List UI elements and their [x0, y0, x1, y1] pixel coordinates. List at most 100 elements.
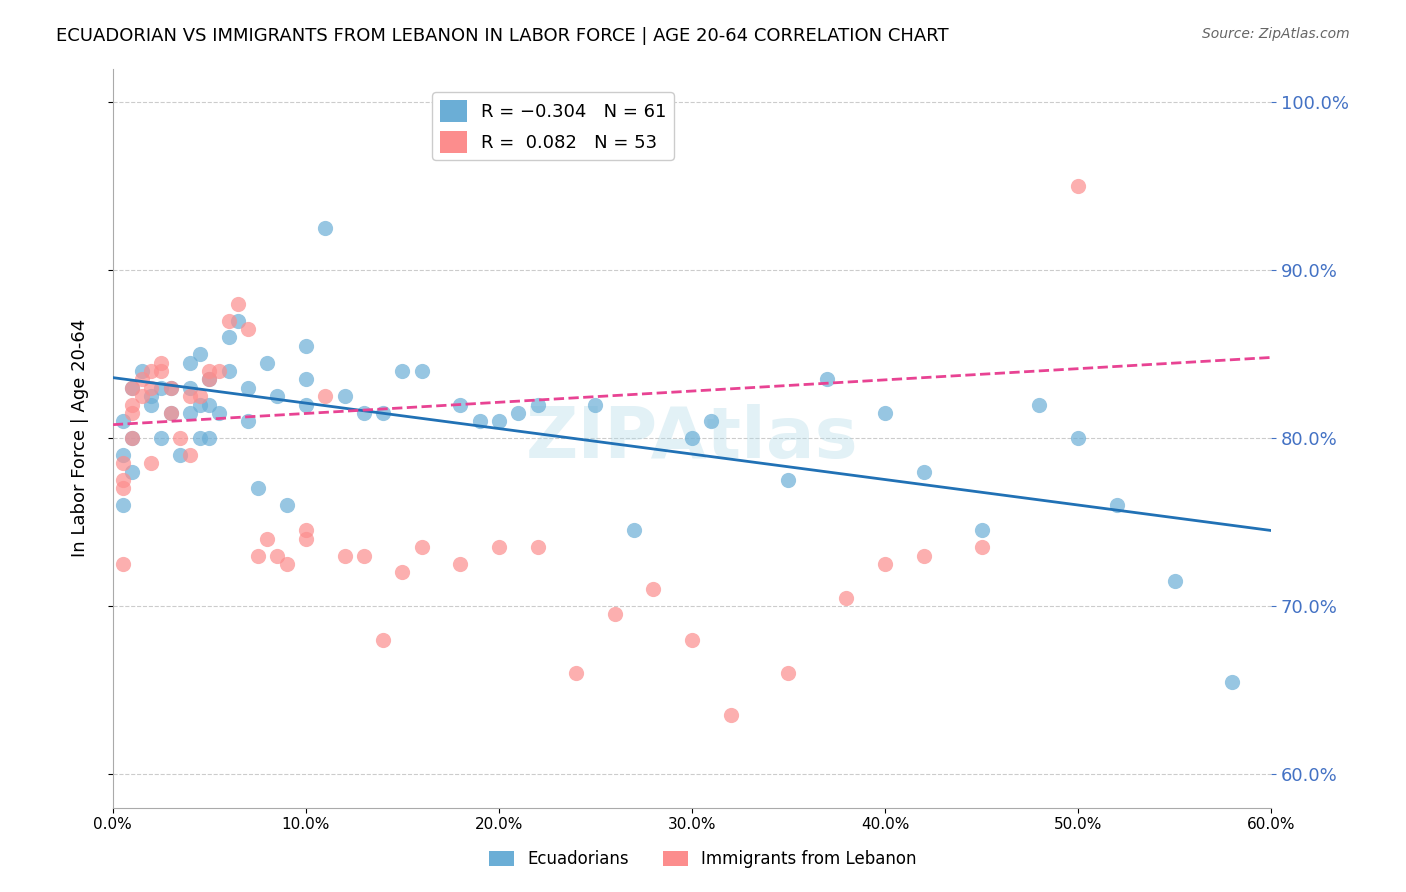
Point: [150, 364, 173, 378]
Point: [121, 406, 143, 420]
Point: [526, 397, 548, 411]
Point: [1028, 397, 1050, 411]
Point: [1067, 179, 1090, 194]
Point: [236, 381, 259, 395]
Point: [266, 389, 288, 403]
Point: [121, 381, 143, 395]
Point: [1067, 431, 1090, 445]
Point: [208, 364, 231, 378]
Point: [1105, 498, 1128, 512]
Point: [111, 448, 134, 462]
Point: [159, 406, 181, 420]
Point: [1163, 574, 1185, 588]
Point: [333, 389, 356, 403]
Point: [468, 414, 491, 428]
Point: [276, 498, 298, 512]
Point: [150, 431, 173, 445]
Point: [111, 414, 134, 428]
Point: [391, 364, 413, 378]
Point: [295, 339, 318, 353]
Point: [970, 524, 993, 538]
Point: [131, 372, 153, 386]
Point: [179, 381, 201, 395]
Point: [276, 557, 298, 571]
Point: [228, 313, 250, 327]
Point: [246, 482, 269, 496]
Point: [198, 372, 221, 386]
Point: [314, 221, 336, 235]
Point: [681, 632, 703, 647]
Point: [169, 448, 191, 462]
Point: [198, 431, 221, 445]
Point: [198, 372, 221, 386]
Point: [121, 431, 143, 445]
Point: [912, 549, 935, 563]
Point: [391, 566, 413, 580]
Point: [141, 364, 163, 378]
Point: [700, 414, 723, 428]
Point: [208, 406, 231, 420]
Point: [449, 557, 471, 571]
Point: [970, 541, 993, 555]
Point: [266, 549, 288, 563]
Point: [411, 364, 433, 378]
Point: [643, 582, 665, 597]
Point: [815, 372, 838, 386]
Point: [198, 364, 221, 378]
Point: [141, 456, 163, 470]
Point: [449, 397, 471, 411]
Point: [295, 397, 318, 411]
Point: [179, 355, 201, 369]
Point: [371, 632, 394, 647]
Point: [169, 431, 191, 445]
Text: ECUADORIAN VS IMMIGRANTS FROM LEBANON IN LABOR FORCE | AGE 20-64 CORRELATION CHA: ECUADORIAN VS IMMIGRANTS FROM LEBANON IN…: [56, 27, 949, 45]
Point: [188, 347, 211, 361]
Point: [295, 532, 318, 546]
Point: [111, 557, 134, 571]
Point: [111, 456, 134, 470]
Point: [150, 355, 173, 369]
Point: [159, 381, 181, 395]
Point: [179, 406, 201, 420]
Point: [912, 465, 935, 479]
Point: [353, 549, 375, 563]
Point: [228, 296, 250, 310]
Text: ZIPAtlas: ZIPAtlas: [526, 403, 858, 473]
Point: [314, 389, 336, 403]
Point: [236, 322, 259, 336]
Point: [131, 389, 153, 403]
Point: [623, 524, 645, 538]
Point: [188, 397, 211, 411]
Point: [159, 406, 181, 420]
Point: [111, 473, 134, 487]
Point: [218, 330, 240, 344]
Point: [411, 541, 433, 555]
Point: [488, 541, 510, 555]
Point: [565, 666, 588, 681]
Point: [121, 465, 143, 479]
Point: [295, 524, 318, 538]
Point: [873, 557, 896, 571]
Point: [121, 431, 143, 445]
Point: [218, 364, 240, 378]
Point: [141, 381, 163, 395]
Point: [526, 541, 548, 555]
Point: [778, 666, 800, 681]
Point: [179, 448, 201, 462]
Point: [236, 414, 259, 428]
Point: [835, 591, 858, 605]
Point: [111, 482, 134, 496]
Point: [585, 397, 607, 411]
Point: [218, 313, 240, 327]
Point: [295, 372, 318, 386]
Point: [188, 431, 211, 445]
Point: [121, 381, 143, 395]
Point: [188, 389, 211, 403]
Text: Source: ZipAtlas.com: Source: ZipAtlas.com: [1202, 27, 1350, 41]
Point: [150, 381, 173, 395]
Y-axis label: In Labor Force | Age 20-64: In Labor Force | Age 20-64: [72, 319, 89, 558]
Point: [603, 607, 626, 622]
Legend: Ecuadorians, Immigrants from Lebanon: Ecuadorians, Immigrants from Lebanon: [482, 844, 924, 875]
Point: [1222, 674, 1244, 689]
Point: [333, 549, 356, 563]
